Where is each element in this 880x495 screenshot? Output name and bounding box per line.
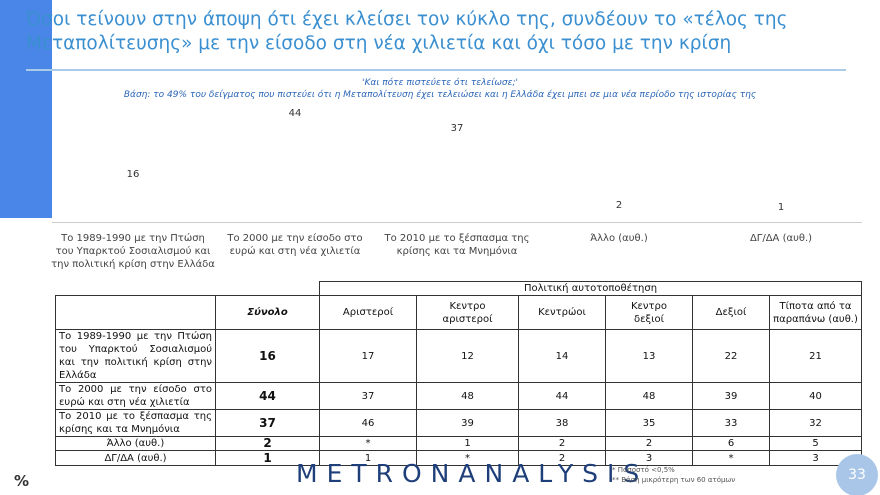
cell [55, 281, 320, 296]
cell: 1 [416, 436, 519, 451]
column-header: Σύνολο [215, 295, 320, 330]
note: * Ποσοστό <0,5% [612, 466, 675, 474]
value-label: 2 [615, 199, 623, 211]
cell: * [692, 450, 770, 466]
cell: 3 [769, 450, 862, 466]
value-label: 1 [777, 201, 785, 213]
cell: 17 [319, 329, 417, 383]
unit: % [14, 472, 30, 490]
category-label: ΔΓ/ΔΑ (αυθ.) [749, 233, 813, 244]
bar [0, 34, 52, 131]
cell: 35 [605, 409, 693, 437]
cell: 14 [518, 329, 606, 383]
category-label: Το 2010 με το ξέσπασμα της κρίσης και τα… [384, 233, 530, 257]
cell: 37 [319, 382, 417, 410]
cell: 37 [215, 409, 320, 437]
cell: 22 [692, 329, 770, 383]
table-row: Πολιτική αυτοτοποθέτηση [55, 281, 862, 296]
baseline [52, 222, 862, 223]
row-label: Το 1989-1990 με την Πτώση του Υπαρκτού Σ… [55, 329, 216, 383]
cell: 39 [692, 382, 770, 410]
note: ** Βάση μικρότερη των 60 ατόμων [612, 476, 736, 484]
cell: 44 [518, 382, 606, 410]
cell: 3 [605, 450, 693, 466]
table-row: ΔΓ/ΔΑ (αυθ.) 1 1 * 2 3 * 3 [55, 450, 862, 466]
cell: 2 [605, 436, 693, 451]
cell: 48 [605, 382, 693, 410]
cell: 46 [319, 409, 417, 437]
table-row: Το 2010 με το ξέσπασμα της κρίσης και τα… [55, 409, 862, 437]
row-label: Το 2000 με την είσοδο στο ευρώ και στη ν… [55, 382, 216, 410]
slide-title: Όσοι τείνουν στην άποψη ότι έχει κλείσει… [26, 9, 788, 54]
title-rule [26, 69, 846, 71]
column-header: Κεντρώοι [518, 295, 606, 330]
cell: 21 [769, 329, 862, 383]
cell: 48 [416, 382, 519, 410]
cell: 6 [692, 436, 770, 451]
chart-title: 'Και πότε πιστεύετε ότι τελείωσε;' [362, 78, 518, 88]
cell: 32 [769, 409, 862, 437]
category-label: Άλλο (αυθ.) [590, 233, 648, 244]
column-header: Δεξιοί [692, 295, 770, 330]
cell: 1 [215, 450, 320, 466]
column-header: Τίποτα από τα παραπάνω (αυθ.) [769, 295, 862, 330]
cell: 2 [215, 436, 320, 451]
category-label: Το 2000 με την είσοδο στο ευρώ και στη ν… [227, 233, 363, 257]
value-label: 37 [450, 123, 464, 135]
row-label: ΔΓ/ΔΑ (αυθ.) [55, 450, 216, 466]
table-row: Άλλο (αυθ.) 2 * 1 2 2 6 5 [55, 436, 862, 451]
value-label: 16 [126, 169, 140, 181]
value-label: 44 [288, 108, 302, 119]
cell: 12 [416, 329, 519, 383]
cell [55, 295, 216, 330]
bar [0, 130, 52, 212]
cell: 2 [518, 436, 606, 451]
table: Πολιτική αυτοτοποθέτηση Σύνολο Αριστεροί Κε… [55, 281, 862, 466]
cell: 33 [692, 409, 770, 437]
column-header: Κεντρο δεξιοί [605, 295, 693, 330]
bar [0, 215, 52, 219]
table-row: Σύνολο Αριστεροί Κεντρο αριστεροί Κεντρώοι Κ… [55, 295, 862, 330]
cell: 39 [416, 409, 519, 437]
cell: 16 [215, 329, 320, 383]
cell: 44 [215, 382, 320, 410]
chart: Το 1989-1990 με την Πτώση του Υπαρκτού Σ… [0, 0, 880, 270]
column-header: Αριστεροί [319, 295, 417, 330]
group-header: Πολιτική αυτοτοποθέτηση [319, 281, 862, 296]
cell: 40 [769, 382, 862, 410]
row-label: Άλλο (αυθ.) [55, 436, 216, 451]
cell: * [319, 436, 417, 451]
bar [0, 211, 52, 216]
column-header: Κεντρο αριστεροί [416, 295, 519, 330]
table-row: Το 1989-1990 με την Πτώση του Υπαρκτού Σ… [55, 329, 862, 383]
cell: 13 [605, 329, 693, 383]
cell: 38 [518, 409, 606, 437]
table-row: Το 2000 με την είσοδο στο ευρώ και στη ν… [55, 382, 862, 410]
page-number: 33 [836, 454, 878, 495]
logo: METRONANALYSIS [296, 459, 649, 488]
row-label: Το 2010 με το ξέσπασμα της κρίσης και τα… [55, 409, 216, 437]
category-label: Το 1989-1990 με την Πτώση του Υπαρκτού Σ… [51, 233, 215, 270]
cell: 5 [769, 436, 862, 451]
chart-subtitle: Βάση: το 49% του δείγματος που πιστεύει … [123, 90, 757, 100]
bar [0, 0, 52, 35]
